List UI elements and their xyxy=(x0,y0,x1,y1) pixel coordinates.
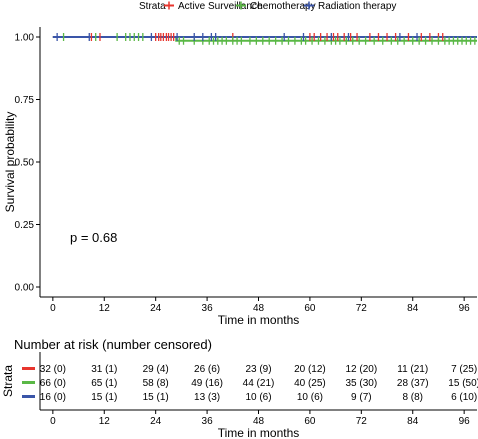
risk-x-tick-label: 48 xyxy=(253,416,265,427)
y-tick-label: 0.50 xyxy=(15,158,35,169)
risk-cell: 15 (1) xyxy=(91,392,117,403)
risk-table-x-label: Time in months xyxy=(218,426,300,439)
risk-cell: 28 (37) xyxy=(397,378,429,389)
x-tick-label: 24 xyxy=(150,303,162,314)
y-tick-label: 0.75 xyxy=(15,95,35,106)
risk-cell: 26 (6) xyxy=(194,364,220,375)
risk-cell: 6 (10) xyxy=(451,392,477,403)
x-tick-label: 96 xyxy=(459,303,471,314)
x-tick-label: 60 xyxy=(304,303,316,314)
risk-cell: 10 (6) xyxy=(245,392,271,403)
risk-cell: 35 (30) xyxy=(345,378,377,389)
risk-cell: 11 (21) xyxy=(397,364,428,375)
risk-cell: 49 (16) xyxy=(191,378,223,389)
risk-cell: 66 (0) xyxy=(40,378,66,389)
risk-cell: 8 (8) xyxy=(402,392,423,403)
legend-entry: Radiation therapy xyxy=(318,1,396,12)
risk-cell: 44 (21) xyxy=(243,378,275,389)
x-tick-label: 84 xyxy=(407,303,419,314)
y-tick-label: 1.00 xyxy=(15,33,35,44)
p-value-annotation: p = 0.68 xyxy=(70,230,117,245)
risk-cell: 16 (0) xyxy=(40,392,66,403)
risk-cell: 13 (3) xyxy=(194,392,220,403)
risk-cell: 23 (9) xyxy=(245,364,271,375)
risk-cell: 12 (20) xyxy=(345,364,377,375)
risk-table: Number at risk (number censored) 32 (0) 3… xyxy=(1,337,478,439)
risk-cell: 65 (1) xyxy=(91,378,117,389)
x-axis-label: Time in months xyxy=(218,313,300,327)
survival-plot: 0.00 0.25 0.50 0.75 1.00 0 12 24 36 48 60 72 84 96 p… xyxy=(3,27,477,327)
risk-cell: 32 (0) xyxy=(40,364,66,375)
risk-cell: 9 (7) xyxy=(351,392,372,403)
risk-x-tick-label: 72 xyxy=(356,416,368,427)
risk-x-tick-label: 84 xyxy=(407,416,419,427)
risk-cell: 40 (25) xyxy=(294,378,326,389)
legend-entry: Chemotherapy xyxy=(250,1,316,12)
risk-table-title: Number at risk (number censored) xyxy=(14,337,212,352)
y-tick-label: 0.25 xyxy=(15,220,35,231)
risk-x-tick-label: 0 xyxy=(50,416,56,427)
risk-cell: 31 (1) xyxy=(91,364,117,375)
risk-cell: 10 (6) xyxy=(297,392,323,403)
y-axis-label: Survival probability xyxy=(3,112,17,213)
risk-cell: 29 (4) xyxy=(143,364,169,375)
risk-x-tick-label: 12 xyxy=(99,416,111,427)
x-tick-label: 0 xyxy=(50,303,56,314)
legend-entry: Active Surveillance xyxy=(178,1,263,12)
y-tick-label: 0.00 xyxy=(15,283,35,294)
legend-title: Strata xyxy=(139,1,166,12)
x-tick-label: 36 xyxy=(202,303,214,314)
x-tick-label: 48 xyxy=(253,303,265,314)
risk-x-tick-label: 36 xyxy=(202,416,214,427)
x-tick-label: 12 xyxy=(99,303,111,314)
risk-cell: 20 (12) xyxy=(294,364,326,375)
x-tick-label: 72 xyxy=(356,303,368,314)
risk-cell: 7 (25) xyxy=(451,364,477,375)
risk-x-tick-label: 96 xyxy=(459,416,471,427)
risk-cell: 58 (8) xyxy=(143,378,169,389)
risk-cell: 15 (50) xyxy=(448,378,478,389)
risk-x-tick-label: 24 xyxy=(150,416,162,427)
risk-x-tick-label: 60 xyxy=(304,416,316,427)
risk-table-y-label: Strata xyxy=(1,365,15,397)
risk-cell: 15 (1) xyxy=(143,392,169,403)
